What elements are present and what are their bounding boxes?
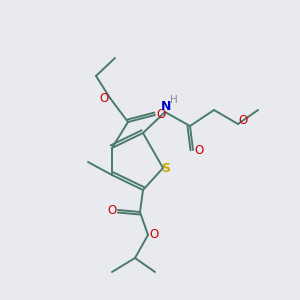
Text: O: O — [238, 115, 247, 128]
Text: H: H — [170, 95, 178, 105]
Text: O: O — [156, 109, 166, 122]
Text: O: O — [99, 92, 109, 104]
Text: N: N — [161, 100, 171, 113]
Text: S: S — [161, 161, 170, 175]
Text: O: O — [107, 203, 117, 217]
Text: O: O — [194, 143, 204, 157]
Text: O: O — [149, 229, 159, 242]
